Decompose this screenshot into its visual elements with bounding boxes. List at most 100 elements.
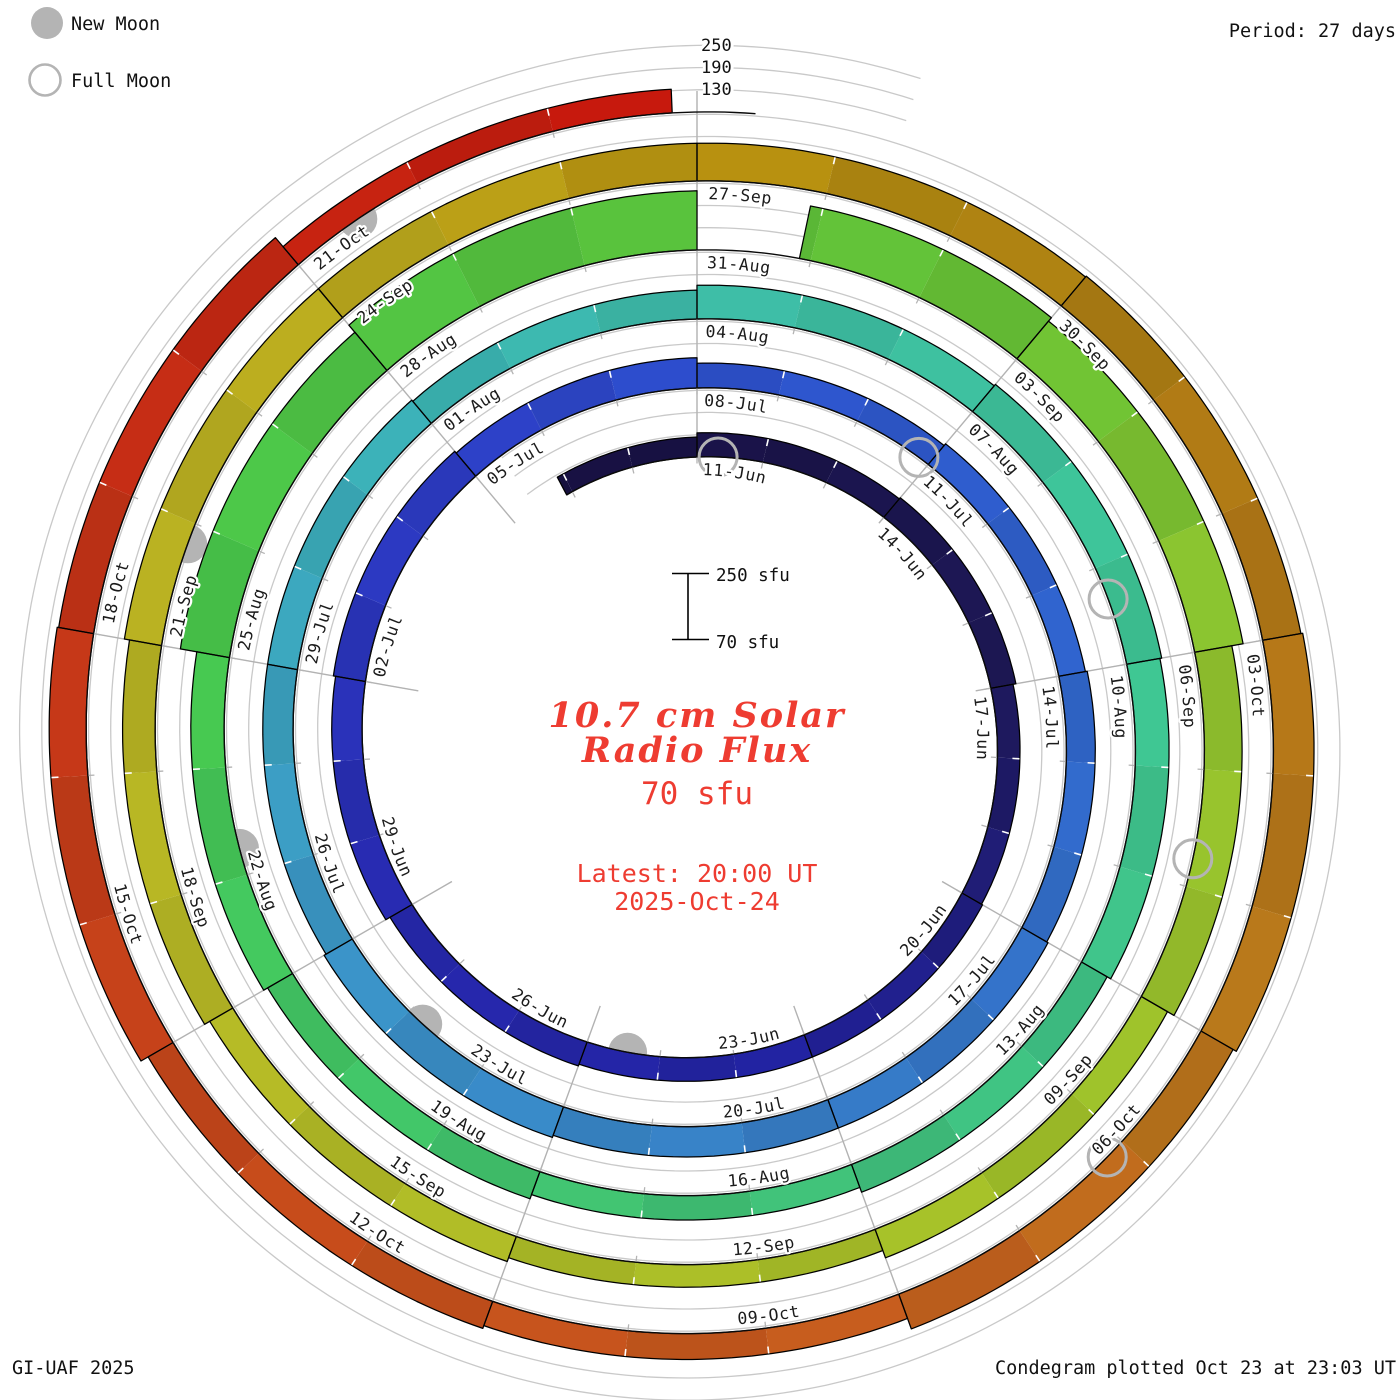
daily-tick-white (1131, 411, 1138, 418)
flux-bar-day (888, 329, 995, 412)
flux-bar-day (431, 161, 569, 245)
daily-tick-gray (822, 482, 827, 489)
flux-bar-day (51, 775, 115, 925)
full-moon-marker (1087, 578, 1129, 620)
flux-bar-day (1141, 886, 1223, 1016)
flux-bar-day (294, 476, 368, 579)
daily-tick-white (799, 295, 804, 303)
flux-bar-day (406, 108, 553, 184)
daily-tick-gray (308, 1101, 315, 1107)
flux-bar-day (987, 507, 1057, 596)
latest-date-label: 2025-Oct-24 (614, 887, 780, 916)
daily-tick-white (624, 1348, 627, 1357)
flux-bar-day (122, 639, 162, 774)
daily-tick-white (215, 881, 223, 885)
daily-tick-white (496, 342, 502, 350)
daily-tick-white (1214, 894, 1222, 898)
daily-tick-white (1250, 497, 1258, 502)
daily-tick-gray (1135, 992, 1142, 997)
daily-tick-white (758, 1274, 762, 1282)
daily-tick-white (385, 1027, 392, 1034)
daily-tick-gray (1089, 567, 1096, 572)
daily-tick-gray (492, 1294, 496, 1302)
flux-bar-day (173, 237, 299, 372)
flux-bar-day (697, 363, 785, 395)
daily-tick-gray (915, 297, 920, 304)
daily-tick-white (289, 1118, 296, 1125)
daily-tick-white (984, 612, 992, 617)
daily-tick-white (337, 1072, 345, 1079)
daily-tick-gray (956, 889, 962, 894)
flux-bar-day (1053, 761, 1096, 856)
new-moon-icon (31, 7, 63, 39)
daily-tick-gray (792, 328, 796, 335)
daily-tick-gray (848, 1158, 852, 1165)
daily-tick-white (272, 423, 279, 429)
flux-bar-day (1016, 321, 1138, 442)
daily-tick-white (351, 1258, 357, 1266)
daily-tick-gray (1188, 651, 1195, 655)
flux-bar-day (697, 285, 803, 328)
flux-bar-day (570, 190, 697, 266)
flux-bar-day (749, 1164, 860, 1216)
daily-tick-white (767, 1346, 770, 1354)
daily-tick-gray (475, 476, 481, 482)
flux-bar-day (765, 1294, 908, 1354)
daily-tick-gray (748, 1184, 751, 1191)
daily-tick-gray (417, 183, 421, 190)
date-label: 11-Jun (702, 460, 768, 488)
flux-bar-day (441, 964, 519, 1032)
flux-bar-day (875, 1172, 999, 1258)
daily-tick-white (406, 162, 411, 170)
daily-tick-gray (901, 1051, 907, 1058)
daily-tick-gray (1066, 1088, 1073, 1094)
flux-bars (49, 89, 1314, 1360)
daily-tick-gray (1152, 540, 1159, 545)
daily-tick-gray (760, 462, 764, 469)
daily-tick-white (99, 481, 107, 486)
daily-tick-white (832, 157, 836, 165)
daily-tick-white (864, 398, 869, 406)
current-flux-value: 70 sfu (641, 776, 753, 812)
daily-tick-gray (651, 1118, 654, 1125)
flux-bar-day (338, 1058, 444, 1150)
flux-bar-day (921, 893, 983, 968)
flux-bar-day (762, 438, 838, 483)
daily-tick-gray (764, 1321, 767, 1328)
daily-tick-white (955, 1133, 961, 1140)
flux-bar-day (1158, 521, 1244, 653)
daily-tick-white (462, 1088, 469, 1096)
daily-tick-white (743, 1145, 746, 1153)
flux-bar-day (1072, 996, 1168, 1115)
daily-tick-gray (966, 994, 972, 1000)
flux-bar-day (333, 759, 380, 844)
daily-tick-gray (599, 333, 603, 340)
daily-tick-white (963, 202, 968, 210)
daily-tick-white (1143, 1160, 1150, 1167)
daily-tick-gray (431, 423, 436, 429)
daily-tick-gray (946, 236, 951, 242)
daily-tick-white (160, 508, 168, 513)
daily-tick-white (1064, 460, 1072, 467)
flux-bar-day (932, 549, 992, 623)
daily-tick-gray (367, 1235, 372, 1242)
daily-tick-white (876, 1013, 882, 1020)
daily-tick-white (237, 1167, 244, 1174)
daily-ticks (51, 108, 1314, 1357)
flux-bar-day (919, 249, 1052, 359)
credit-label: GI-UAF 2025 (12, 1358, 135, 1379)
daily-tick-white (452, 253, 457, 261)
flux-bar-day (857, 398, 945, 465)
flux-bar-day (827, 1057, 923, 1129)
daily-tick-gray (1047, 844, 1054, 848)
daily-tick-white (559, 162, 563, 170)
flux-bar-day (648, 1122, 746, 1157)
daily-tick-gray (1147, 399, 1154, 405)
moon-legend: New Moon Full Moon (28, 7, 171, 97)
flux-bar-day (883, 497, 953, 565)
flux-bar-day (1019, 1141, 1150, 1262)
flux-bar-day (981, 1093, 1095, 1199)
radial-tick-250: 250 (701, 36, 732, 56)
date-label: 17-Jun (970, 695, 992, 761)
